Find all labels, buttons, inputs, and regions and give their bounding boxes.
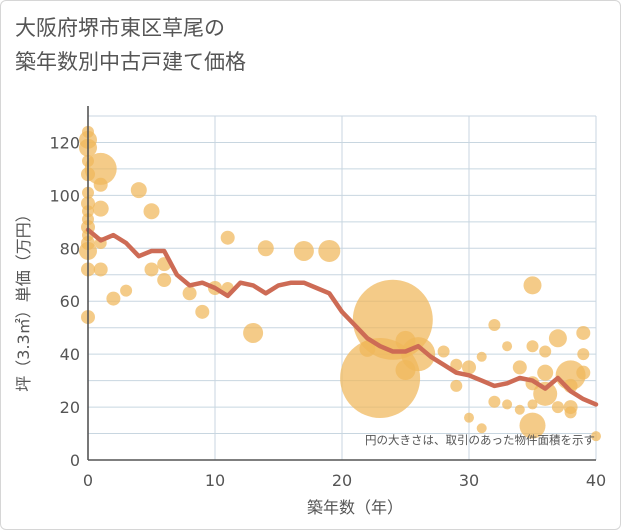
y-tick-label: 80 — [60, 239, 80, 258]
data-bubble — [488, 319, 501, 332]
y-tick-label: 100 — [49, 186, 80, 205]
data-bubble — [526, 340, 539, 353]
data-bubble — [476, 423, 487, 434]
data-bubble — [318, 239, 341, 262]
tick-labels: 0 20 40 60 80 100 120 0 10 20 30 40 — [49, 133, 606, 490]
data-bubble — [537, 364, 554, 381]
y-tick-label: 120 — [49, 133, 80, 152]
average-line-series — [85, 227, 599, 407]
y-tick-label: 0 — [70, 451, 80, 470]
x-tick-label: 0 — [83, 471, 93, 490]
data-bubble — [195, 304, 210, 319]
data-bubble — [488, 395, 501, 408]
data-bubble — [143, 203, 160, 220]
x-tick-label: 10 — [205, 471, 225, 490]
x-tick-label: 30 — [459, 471, 479, 490]
data-bubble — [533, 381, 558, 406]
x-tick-label: 40 — [586, 471, 606, 490]
bubble-series — [79, 125, 601, 442]
data-bubble — [450, 358, 463, 371]
data-bubble — [106, 291, 121, 306]
data-bubble — [548, 329, 567, 348]
data-bubble — [462, 360, 476, 375]
data-bubble — [476, 351, 487, 362]
data-bubble — [120, 284, 133, 297]
data-bubble — [527, 399, 538, 410]
x-tick-label: 20 — [332, 471, 352, 490]
average-price-line — [85, 227, 599, 407]
data-bubble — [502, 341, 513, 352]
data-bubble — [243, 322, 264, 343]
data-bubble — [591, 431, 601, 442]
data-bubble — [502, 399, 513, 410]
data-bubble — [92, 200, 109, 217]
data-bubble — [257, 240, 274, 257]
y-tick-label: 60 — [60, 292, 80, 311]
data-bubble — [564, 406, 577, 419]
data-bubble — [157, 273, 172, 288]
y-tick-label: 40 — [60, 345, 80, 364]
y-tick-label: 20 — [60, 398, 80, 417]
y-axis-label: 坪（3.3㎡）単価（万円） — [14, 206, 33, 391]
data-bubble — [519, 412, 546, 439]
data-bubble — [577, 348, 590, 361]
data-bubble — [144, 262, 159, 277]
data-bubble — [576, 325, 591, 340]
x-axis-label: 築年数（年） — [307, 498, 403, 517]
bubble-size-note: 円の大きさは、取引のあった物件面積を示す — [365, 433, 595, 447]
data-bubble — [182, 286, 197, 301]
chart-title-line-1: 大阪府堺市東区草尾の — [15, 16, 225, 40]
data-bubble — [84, 152, 117, 185]
data-bubble — [450, 379, 463, 392]
data-bubble — [93, 262, 108, 277]
data-bubble — [220, 230, 235, 245]
data-bubble — [464, 412, 474, 423]
data-bubble — [514, 404, 525, 415]
data-bubble — [551, 401, 564, 414]
data-bubble — [401, 337, 436, 372]
data-bubble — [539, 345, 552, 358]
data-bubble — [293, 240, 314, 261]
chart-title: 大阪府堺市東区草尾の 築年数別中古戸建て価格 — [15, 11, 246, 79]
data-bubble — [130, 182, 147, 199]
data-bubble — [523, 276, 542, 295]
data-bubble — [437, 345, 450, 358]
axes — [87, 106, 596, 461]
data-bubble — [576, 365, 591, 380]
chart-title-line-2: 築年数別中古戸建て価格 — [15, 50, 246, 74]
data-bubble — [512, 360, 527, 375]
data-bubble — [93, 177, 108, 192]
